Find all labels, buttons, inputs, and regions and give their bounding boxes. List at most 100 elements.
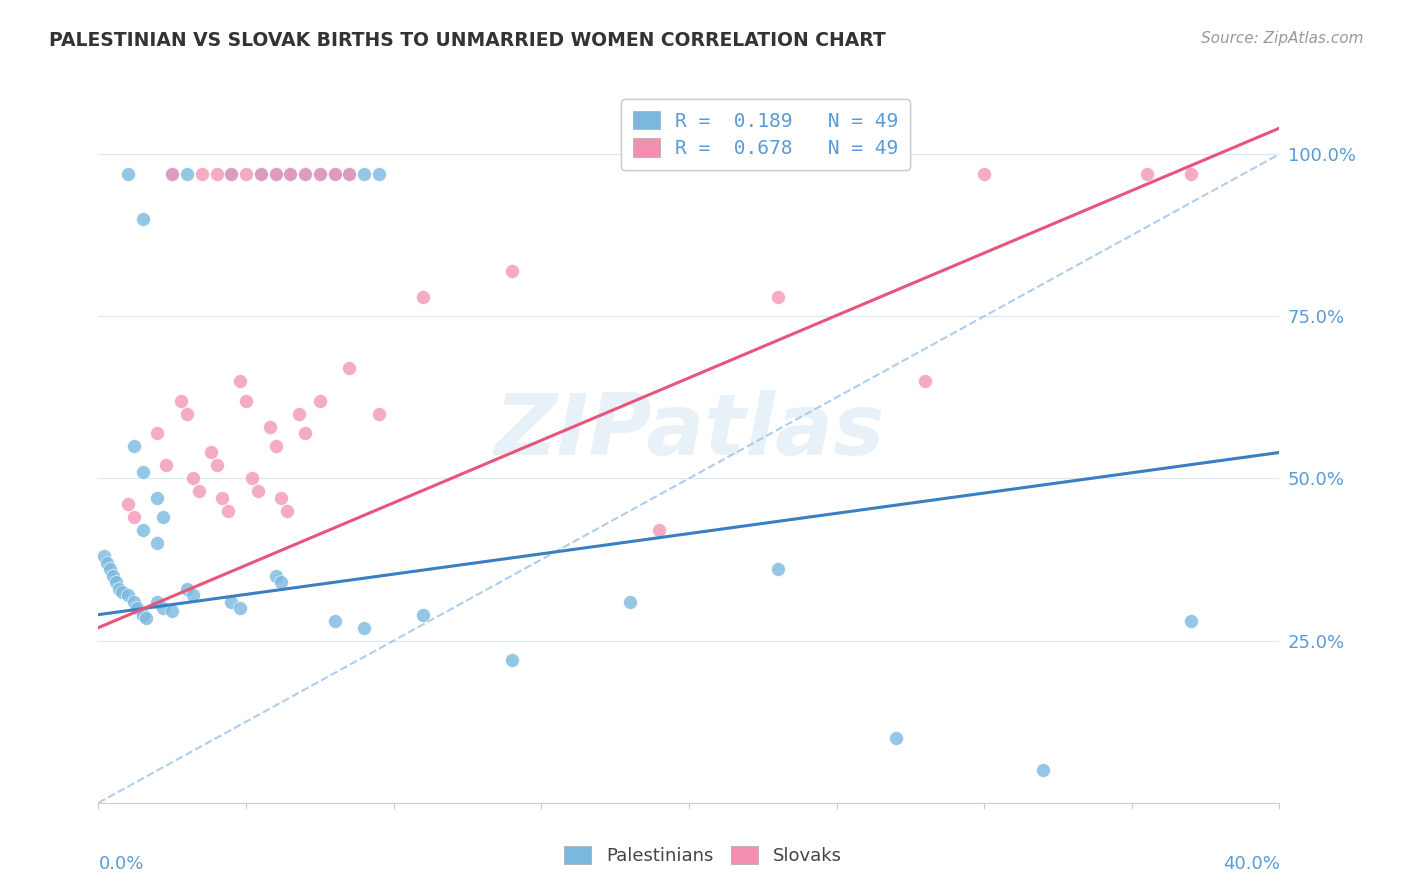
Point: [105, 575, 128, 590]
Point: [501, 264, 523, 278]
Point: [309, 167, 332, 181]
Point: [339, 361, 360, 376]
Point: [146, 536, 169, 550]
Point: [117, 588, 139, 602]
Point: [191, 167, 214, 181]
Point: [170, 393, 193, 408]
Point: [146, 425, 169, 440]
Point: [278, 167, 302, 181]
Point: [187, 484, 209, 499]
Point: [205, 167, 228, 181]
Point: [132, 465, 155, 479]
Point: [122, 595, 145, 609]
Point: [278, 167, 302, 181]
Point: [294, 167, 316, 181]
Point: [221, 167, 243, 181]
Point: [294, 425, 316, 440]
Legend: R =  0.189   N = 49, R =  0.678   N = 49: R = 0.189 N = 49, R = 0.678 N = 49: [621, 99, 911, 169]
Point: [125, 601, 148, 615]
Point: [353, 621, 375, 635]
Point: [162, 167, 183, 181]
Point: [368, 167, 391, 181]
Point: [264, 167, 287, 181]
Point: [211, 491, 233, 505]
Point: [181, 588, 204, 602]
Point: [162, 167, 183, 181]
Point: [309, 167, 332, 181]
Point: [103, 568, 125, 582]
Point: [155, 458, 177, 473]
Point: [229, 374, 252, 388]
Point: [122, 439, 145, 453]
Point: [264, 167, 287, 181]
Legend: Palestinians, Slovaks: Palestinians, Slovaks: [555, 838, 851, 874]
Point: [884, 731, 907, 745]
Point: [1135, 167, 1157, 181]
Point: [221, 167, 243, 181]
Point: [176, 582, 198, 596]
Point: [766, 562, 789, 576]
Point: [146, 491, 169, 505]
Point: [288, 407, 311, 421]
Point: [235, 167, 257, 181]
Point: [1180, 614, 1202, 628]
Point: [412, 290, 434, 304]
Point: [259, 419, 281, 434]
Point: [117, 497, 139, 511]
Point: [122, 510, 145, 524]
Point: [914, 374, 936, 388]
Point: [1180, 167, 1202, 181]
Point: [108, 582, 131, 596]
Point: [309, 393, 332, 408]
Point: [264, 568, 287, 582]
Point: [176, 167, 198, 181]
Point: [205, 458, 228, 473]
Text: PALESTINIAN VS SLOVAK BIRTHS TO UNMARRIED WOMEN CORRELATION CHART: PALESTINIAN VS SLOVAK BIRTHS TO UNMARRIE…: [49, 31, 886, 50]
Point: [96, 556, 118, 570]
Point: [323, 167, 346, 181]
Point: [162, 604, 183, 618]
Point: [353, 167, 375, 181]
Point: [98, 562, 121, 576]
Point: [250, 167, 273, 181]
Point: [276, 504, 298, 518]
Point: [111, 585, 134, 599]
Point: [973, 167, 995, 181]
Point: [93, 549, 115, 564]
Point: [1032, 764, 1054, 778]
Point: [132, 607, 155, 622]
Point: [648, 524, 671, 538]
Point: [246, 484, 269, 499]
Point: [221, 595, 243, 609]
Point: [229, 601, 252, 615]
Text: ZIPatlas: ZIPatlas: [494, 390, 884, 474]
Point: [146, 595, 169, 609]
Point: [412, 607, 434, 622]
Point: [117, 167, 139, 181]
Point: [250, 167, 273, 181]
Point: [152, 510, 174, 524]
Point: [501, 653, 523, 667]
Point: [217, 504, 239, 518]
Point: [135, 611, 157, 625]
Point: [270, 491, 292, 505]
Point: [132, 524, 155, 538]
Text: 0.0%: 0.0%: [98, 855, 143, 872]
Point: [270, 575, 292, 590]
Point: [152, 601, 174, 615]
Point: [339, 167, 360, 181]
Point: [181, 471, 204, 485]
Point: [323, 614, 346, 628]
Text: Source: ZipAtlas.com: Source: ZipAtlas.com: [1201, 31, 1364, 46]
Point: [176, 407, 198, 421]
Point: [619, 595, 641, 609]
Point: [264, 439, 287, 453]
Point: [766, 290, 789, 304]
Text: 40.0%: 40.0%: [1223, 855, 1279, 872]
Point: [294, 167, 316, 181]
Point: [200, 445, 222, 459]
Point: [368, 407, 391, 421]
Point: [339, 167, 360, 181]
Point: [132, 211, 155, 226]
Point: [235, 393, 257, 408]
